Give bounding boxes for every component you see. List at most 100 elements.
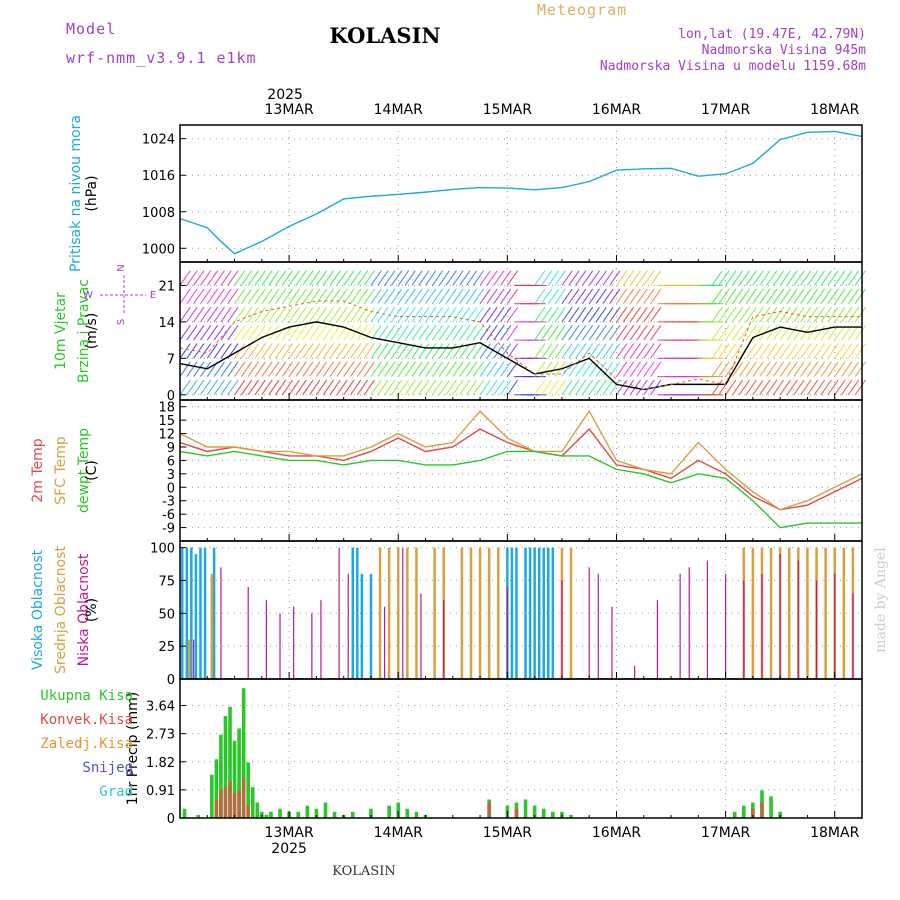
y-axis-label: (C) (84, 460, 100, 481)
wind-barb (731, 325, 744, 341)
x-year-label-top: 2025 (267, 87, 303, 103)
wind-barb (834, 325, 846, 341)
wind-barb (397, 343, 410, 359)
wind-barb (847, 325, 860, 341)
wind-barb (418, 343, 430, 359)
wind-barb (370, 379, 382, 396)
wind-barb (650, 270, 662, 286)
credit-label: made by Angel (873, 547, 889, 653)
wind-barb (575, 306, 587, 323)
wind-barb (745, 270, 757, 286)
legend-entry: Grad (99, 784, 133, 800)
wind-barb (397, 288, 410, 304)
wind-barb (718, 306, 730, 323)
wind-barb (636, 361, 648, 377)
wind-barb (779, 288, 791, 304)
wind-barb (793, 306, 805, 323)
wind-barb (493, 288, 505, 304)
wind-barb (554, 270, 566, 286)
y-axis-label: Pritisak na nivou mora (68, 115, 84, 272)
wind-barb (329, 270, 341, 286)
wind-barb (404, 379, 416, 396)
wind-barb (493, 306, 505, 323)
y-axis-label: 1hr Precip (mm) (125, 692, 141, 805)
wind-barb (827, 306, 839, 323)
wind-barb (752, 288, 764, 304)
wind-barb (643, 270, 655, 286)
precip-bar (332, 811, 337, 818)
y-tick-label: 1008 (142, 206, 175, 221)
wind-barb (609, 288, 621, 304)
wind-barb (193, 379, 205, 396)
y-tick-label: 0.91 (146, 784, 175, 799)
wind-barb (711, 306, 723, 323)
precip-bar (223, 787, 228, 818)
wind-barb (479, 270, 491, 286)
wind-barb (397, 325, 410, 341)
wind-barb (588, 288, 600, 304)
wind-barb (568, 325, 580, 341)
wind-barb (772, 306, 785, 323)
wind-barb (288, 306, 300, 323)
wind-barb (827, 379, 839, 396)
wind-barb (336, 361, 348, 377)
y-tick-label: 9 (167, 441, 175, 456)
wind-barb (500, 288, 512, 304)
wind-barb (854, 306, 866, 323)
precip-bar (214, 799, 219, 818)
wind-barb (309, 270, 321, 286)
wind-barb (268, 361, 280, 377)
wind-barb (759, 288, 771, 304)
wind-barb (418, 361, 430, 377)
y-tick-label: 3.64 (146, 700, 175, 715)
wind-barb (200, 325, 212, 341)
wind-barb (234, 325, 246, 341)
wind-barb (643, 306, 655, 323)
precip-bar (551, 811, 555, 818)
wind-barb (377, 270, 389, 286)
wind-barb (766, 379, 778, 396)
y-tick-label: 0 (167, 481, 175, 496)
wind-barb (486, 288, 498, 304)
wind-barb (425, 343, 437, 359)
wind-barb (343, 325, 355, 341)
wind-barb (302, 361, 314, 377)
wind-barb (479, 361, 491, 377)
wind-barb (363, 270, 375, 286)
y-tick-label: 1.82 (146, 756, 175, 771)
precip-bar (514, 808, 519, 818)
wind-barb (200, 343, 212, 359)
wind-barb (718, 343, 730, 359)
compass-east: E (150, 290, 156, 301)
wind-barb (281, 361, 294, 377)
wind-barb (254, 325, 266, 341)
y-tick-label: -3 (162, 495, 175, 510)
wind-barb (609, 343, 621, 359)
wind-barb (343, 270, 355, 286)
wind-barb (281, 288, 294, 304)
wind-barb (554, 288, 566, 304)
wind-barb (472, 325, 485, 341)
wind-barb (465, 288, 478, 304)
wind-barb (234, 306, 246, 323)
wind-barb (506, 270, 519, 286)
wind-barb (193, 288, 205, 304)
wind-barb (575, 379, 587, 396)
wind-barb (650, 325, 662, 341)
wind-barb (452, 325, 464, 341)
wind-barb (725, 379, 737, 396)
elevation-label: Nadmorska Visina 945m (702, 43, 867, 58)
wind-barb (806, 343, 819, 359)
wind-barb (247, 306, 259, 323)
wind-barb (786, 288, 798, 304)
wind-barb (234, 361, 246, 377)
wind-barb (820, 343, 832, 359)
wind-barb (431, 379, 444, 396)
wind-barb (813, 288, 826, 304)
wind-barb (438, 325, 450, 341)
wind-barb (800, 288, 812, 304)
wind-barb (295, 343, 307, 359)
wind-barb (431, 306, 444, 323)
wind-barb (568, 379, 580, 396)
wind-barb (772, 379, 785, 396)
